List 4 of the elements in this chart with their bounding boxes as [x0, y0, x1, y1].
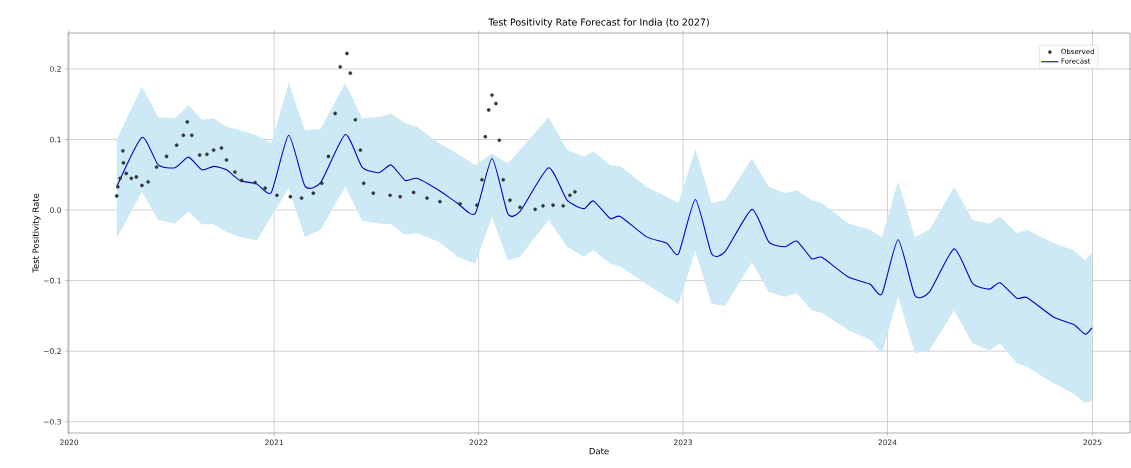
y-axis-title: Test Positivity Rate	[32, 193, 41, 273]
chart-title: Test Positivity Rate Forecast for India (to 2027)	[488, 18, 709, 28]
x-axis-title: Date	[589, 448, 609, 455]
line-series	[116, 134, 1093, 335]
